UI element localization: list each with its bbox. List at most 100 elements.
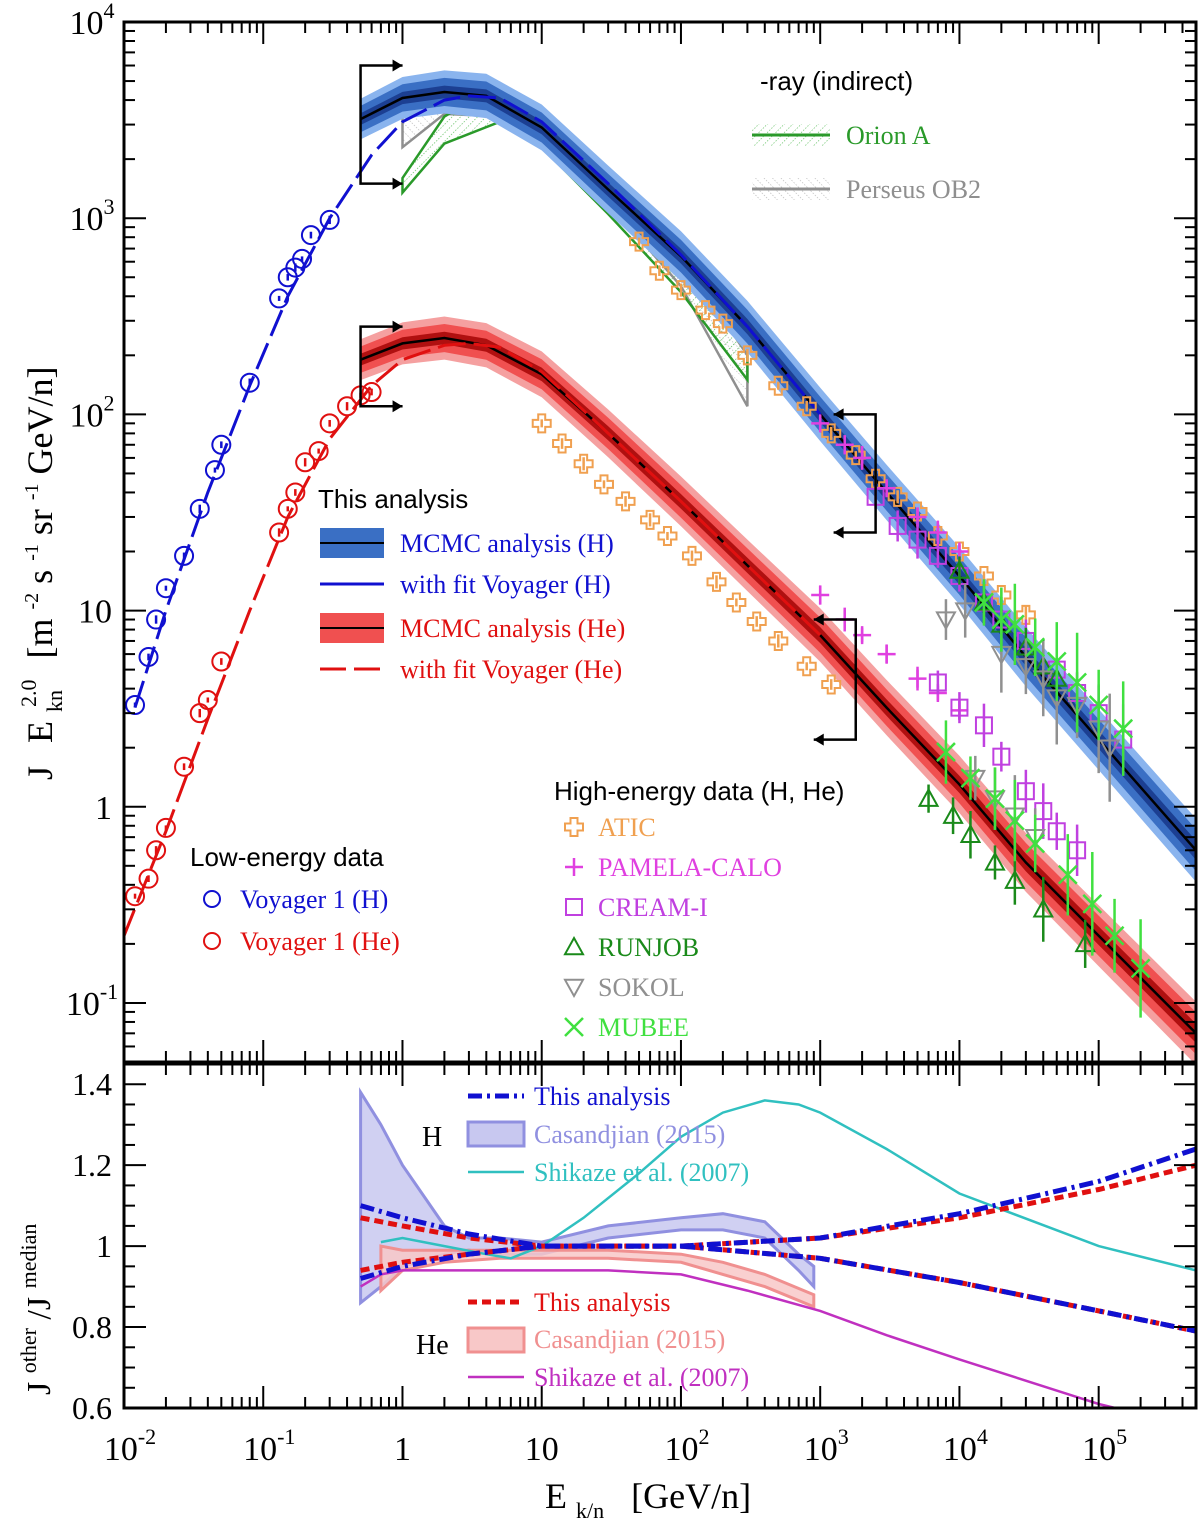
mubee-point [1130, 958, 1151, 979]
atic-point [657, 525, 678, 546]
label-He: He [416, 1330, 449, 1361]
legend-shikaze-he-label: Shikaze et al. (2007) [534, 1363, 749, 1392]
mubee-point [1082, 893, 1103, 914]
pamela-point [853, 448, 872, 467]
arrow-modulation-he [359, 320, 403, 413]
voyager-h-point [155, 578, 176, 599]
axis-ticks: 10-1 1 10 102 103 104 10-2 10-1 1 10 102 103 104 105 0… [66, 0, 1197, 1468]
cream-point [928, 673, 947, 692]
voyager-he-point [155, 817, 176, 838]
legend-cream-i-marker [565, 898, 583, 916]
mubee-point [936, 742, 956, 762]
pamela-point [877, 645, 896, 664]
arrow-high-h [833, 408, 877, 539]
this-H-lower-line [359, 1243, 1196, 1334]
atic-point [1015, 604, 1036, 625]
sokol-point [1032, 670, 1054, 690]
legend-this-he-label: This analysis [534, 1288, 671, 1317]
runjob-point [959, 823, 982, 843]
x-tick-label: 104 [943, 1424, 988, 1468]
cream-point [1068, 841, 1087, 860]
legend-analysis: This analysis MCMC analysis (H) with fit… [318, 484, 625, 684]
legend-mubee-marker [564, 1017, 584, 1037]
atic-point [973, 566, 994, 587]
legend-casandjian-he-swatch [466, 1326, 526, 1354]
mubee-point [1057, 864, 1078, 885]
bottom-legend: H This analysis Casandjian (2015) Shikaz… [416, 1082, 749, 1392]
atic-point [746, 611, 767, 632]
voyager-h-point [319, 209, 340, 230]
runjob-point [1004, 869, 1026, 889]
mubee-point [1025, 833, 1046, 854]
mubee-point [991, 609, 1012, 630]
atic-point [670, 280, 691, 301]
atic-point [991, 585, 1012, 606]
y-tick-label: 102 [70, 390, 115, 434]
mubee-point [1113, 718, 1134, 739]
atic-point [887, 486, 908, 507]
this-H-upper-line [359, 1146, 1196, 1249]
y-tick-label: 1 [96, 1228, 112, 1264]
y-tick-label: 10 [78, 594, 112, 631]
legend-low-title: Low-energy data [190, 842, 384, 872]
voyager-he-point [269, 522, 290, 543]
cream-point [992, 747, 1011, 766]
legend-atic-marker [564, 817, 584, 837]
atic-point [845, 445, 866, 466]
legend-perseus-label: Perseus OB2 [846, 175, 981, 204]
voyager-he-point [295, 452, 316, 473]
voyager-he-point [146, 840, 167, 861]
voyager-h-point [292, 248, 313, 269]
legend-runjob-marker [563, 935, 585, 956]
atic-point [796, 396, 817, 417]
runjob-point [1074, 932, 1096, 953]
legend-mcmc-he-label: MCMC analysis (He) [400, 614, 625, 643]
atic-point [640, 509, 661, 530]
voyager-h-point [189, 498, 210, 519]
pamela-point [835, 435, 854, 454]
voyager-he-point [319, 413, 340, 434]
mubee-point [1046, 651, 1067, 672]
legend-casandjian-h-label: Casandjian (2015) [534, 1120, 725, 1149]
voyager-h-point [211, 434, 232, 455]
legend-voyager-he-label: Voyager 1 (He) [240, 927, 400, 956]
sokol-point [1099, 739, 1121, 759]
y-tick-label: 0.8 [72, 1309, 112, 1345]
legend-analysis-title: This analysis [318, 484, 468, 514]
bottom-panel-frame [122, 1062, 1198, 1410]
pamela-point [928, 523, 947, 542]
x-tick-label: 10-1 [243, 1424, 295, 1468]
y-tick-label: 10-1 [66, 979, 118, 1023]
legend-this-h-label: This analysis [534, 1082, 671, 1111]
mcmc-h-band-3 [360, 85, 1196, 860]
legend-mcmc-h-label: MCMC analysis (H) [400, 529, 614, 558]
voyager-h-point [146, 609, 167, 630]
cream-point [950, 698, 969, 717]
mubee-point [1025, 637, 1046, 658]
atic-point [821, 674, 842, 695]
runjob-point [917, 787, 940, 807]
bottom-xlabel: E k/n [GeV/n] [545, 1476, 751, 1524]
voyager-he-point [361, 382, 382, 403]
legend-fit-he-label: with fit Voyager (He) [400, 655, 622, 684]
pamela-point [811, 586, 830, 605]
atic-point [712, 313, 733, 334]
x-tick-label: 105 [1082, 1424, 1127, 1468]
label-H: H [422, 1122, 442, 1153]
sokol-point [1015, 658, 1037, 678]
fit-voyager-h [133, 94, 822, 709]
y-tick-label: 103 [70, 194, 115, 238]
arrow-high-he [813, 613, 857, 746]
atic-point [593, 474, 614, 495]
legend-voyager-h-marker [203, 890, 221, 908]
legend-sokol-marker [563, 978, 585, 999]
atic-point [907, 501, 928, 522]
voyager-he-point [337, 396, 358, 417]
voyager-h-point [300, 225, 321, 246]
voyager-h-point [204, 460, 225, 481]
arrow-modulation-h [359, 59, 403, 190]
cream-point [1047, 822, 1066, 841]
pamela-point [811, 414, 830, 433]
top-panel-frame [122, 20, 1198, 1064]
